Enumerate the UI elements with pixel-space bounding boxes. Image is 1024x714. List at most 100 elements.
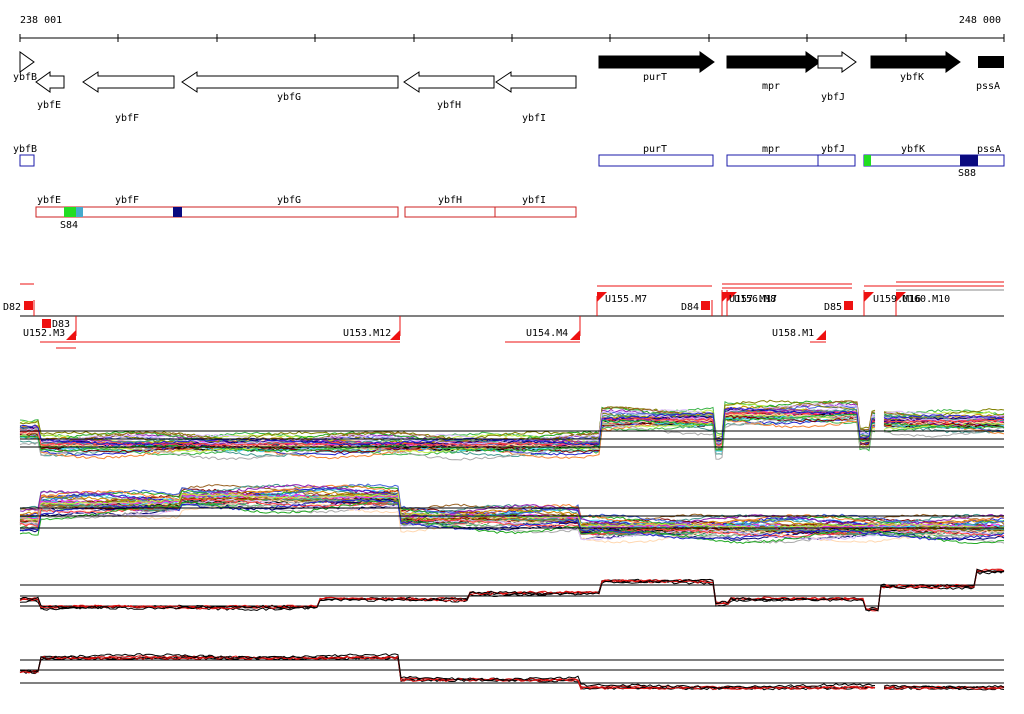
expression-profile-panel-2	[19, 483, 1005, 545]
gene-arrow-ybfH[interactable]	[403, 71, 495, 93]
operon-label-ybfB: ybfB	[13, 144, 37, 155]
cyan-marker	[76, 207, 83, 217]
operon-box-ybfJ[interactable]	[817, 154, 856, 167]
segment-label-U159-M16: U159.M16	[873, 294, 921, 305]
gene-label-purT: purT	[643, 72, 667, 83]
breakpoint-flag[interactable]	[727, 292, 737, 302]
profile-trace	[19, 399, 1005, 445]
profile-trace	[19, 570, 1005, 612]
operon-box-ybfE-ybfG[interactable]	[35, 206, 399, 218]
gene-label-mpr: mpr	[762, 81, 780, 92]
segment-label-U154-M4: U154.M4	[526, 328, 568, 339]
expression-profile-panel-1	[19, 399, 1005, 461]
gene-arrow-ybfJ[interactable]	[817, 51, 857, 73]
gene-label-ybfI: ybfI	[522, 113, 546, 124]
operon-box-mpr[interactable]	[726, 154, 819, 167]
operon-box-ybfB[interactable]	[19, 154, 35, 167]
gene-label-pssA: pssA	[976, 81, 1000, 92]
breakpoint-flag[interactable]	[597, 292, 607, 302]
profile-trace	[19, 498, 1005, 538]
profile-trace	[19, 570, 1005, 611]
profile-trace	[19, 568, 1005, 611]
segment-label-U157-M17: U157.M17	[729, 294, 777, 305]
segment-label-D84: D84	[681, 302, 699, 313]
segment-label-U152-M3: U152.M3	[23, 328, 65, 339]
operon-label-ybfK: ybfK	[901, 144, 925, 155]
tag-label-S88: S88	[958, 168, 976, 179]
profile-trace	[19, 499, 1005, 544]
coordinate-ruler: 238 001 248 000	[19, 15, 1005, 42]
breakpoint-marker[interactable]	[24, 301, 33, 310]
operon-label-mpr: mpr	[762, 144, 780, 155]
profile-trace	[19, 492, 1005, 529]
breakpoint-marker[interactable]	[42, 319, 51, 328]
operon-label-purT: purT	[643, 144, 667, 155]
segment-track: D82 D83 U152.M3 U153.M12 U154.M4 U155.M7…	[3, 281, 1004, 349]
segment-label-D83: D83	[52, 319, 70, 330]
tag-label-S84: S84	[60, 220, 78, 231]
gene-track: ybfB ybfE ybfF ybfG ybfH ybfI purT mpr y…	[13, 51, 1004, 124]
breakpoint-marker[interactable]	[844, 301, 853, 310]
green-marker	[864, 155, 871, 166]
gene-arrow-ybfI[interactable]	[495, 71, 577, 93]
operon-label-ybfI: ybfI	[522, 195, 546, 206]
gene-arrow-ybfK[interactable]	[870, 51, 961, 73]
segment-label-D85: D85	[824, 302, 842, 313]
segment-label-U158-M1: U158.M1	[772, 328, 814, 339]
breakpoint-flag[interactable]	[570, 330, 580, 340]
operon-track-top: ybfB purT mpr ybfJ ybfK pssA S88	[13, 144, 1005, 179]
gene-label-ybfH: ybfH	[437, 100, 461, 111]
operon-box-purT[interactable]	[598, 154, 714, 167]
expression-profile-panel-4	[19, 653, 1005, 691]
breakpoint-flag[interactable]	[896, 292, 906, 302]
gene-label-ybfE: ybfE	[37, 100, 61, 111]
breakpoint-marker[interactable]	[701, 301, 710, 310]
ruler-start-label: 238 001	[20, 15, 62, 26]
operon-box-ybfH-ybfI[interactable]	[404, 206, 577, 218]
profile-trace	[19, 406, 1005, 446]
ruler-end-label: 248 000	[959, 15, 1001, 26]
gene-label-ybfG: ybfG	[277, 92, 301, 103]
gene-arrow-purT[interactable]	[598, 51, 715, 73]
profile-trace	[19, 655, 1005, 690]
gene-label-ybfK: ybfK	[900, 72, 924, 83]
navy-marker	[173, 207, 182, 217]
profile-trace	[19, 488, 1005, 528]
segment-label-U155-M7: U155.M7	[605, 294, 647, 305]
profile-trace	[19, 653, 1005, 690]
profile-trace	[19, 485, 1005, 528]
gene-arrow-ybfF[interactable]	[82, 71, 175, 93]
profile-trace	[19, 498, 1005, 541]
breakpoint-flag[interactable]	[864, 292, 874, 302]
profile-trace	[19, 410, 1005, 447]
gene-arrow-ybfG[interactable]	[181, 71, 399, 93]
segment-label-U160-M10: U160.M10	[902, 294, 950, 305]
profile-trace	[19, 655, 1005, 690]
operon-label-pssA: pssA	[977, 144, 1001, 155]
breakpoint-flag[interactable]	[816, 330, 826, 340]
segment-label-U153-M12: U153.M12	[343, 328, 391, 339]
gene-arrow-ybfE[interactable]	[35, 71, 65, 93]
operon-label-ybfG: ybfG	[277, 195, 301, 206]
profile-trace	[19, 569, 1005, 612]
expression-profile-panel-3	[19, 568, 1005, 612]
segment-label-D82: D82	[3, 302, 21, 313]
green-marker	[64, 207, 76, 217]
profile-trace	[19, 484, 1005, 527]
navy-marker	[960, 155, 978, 166]
profile-trace	[19, 413, 1005, 453]
operon-track-bottom: ybfE ybfF ybfG ybfH ybfI S84	[35, 195, 577, 231]
gene-label-ybfB: ybfB	[13, 72, 37, 83]
profile-trace	[19, 655, 1005, 690]
operon-box-ybfK[interactable]	[863, 154, 1005, 167]
gene-label-ybfF: ybfF	[115, 113, 139, 124]
gene-arrow-ybfB[interactable]	[19, 51, 35, 73]
segment-label-U156-M8: U156.M8	[734, 294, 776, 305]
operon-label-ybfJ: ybfJ	[821, 144, 845, 155]
breakpoint-flag[interactable]	[390, 330, 400, 340]
breakpoint-flag[interactable]	[66, 330, 76, 340]
profile-trace	[19, 568, 1005, 612]
gene-arrow-pssA[interactable]	[978, 56, 1004, 68]
gene-arrow-mpr[interactable]	[726, 51, 821, 73]
